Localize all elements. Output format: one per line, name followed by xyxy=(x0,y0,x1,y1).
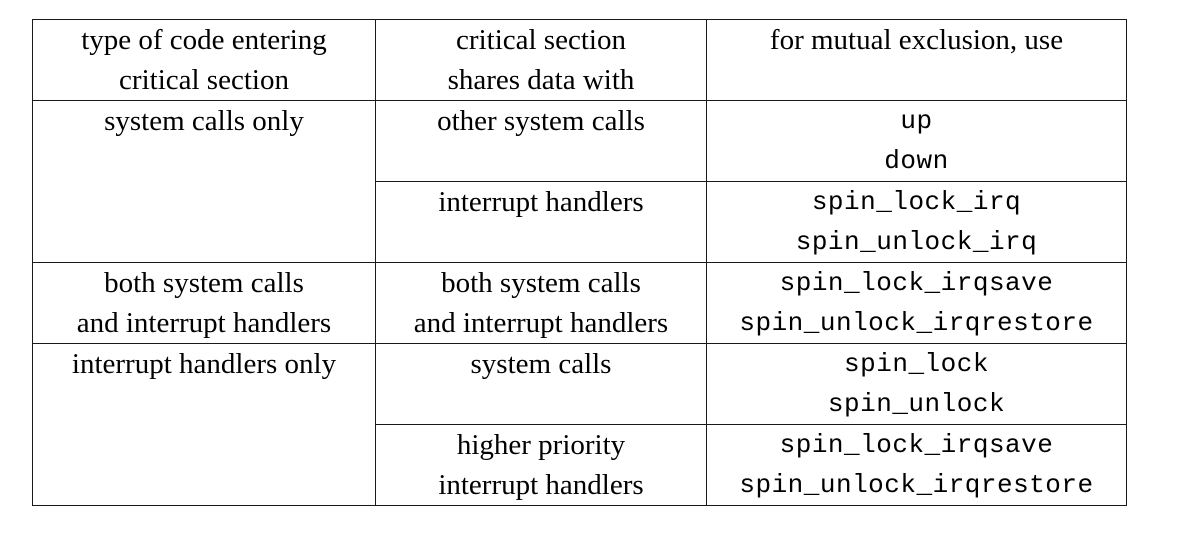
header-code-type-line-1: type of code entering xyxy=(81,24,327,56)
table-row: system calls only other system calls up … xyxy=(32,100,1127,263)
use-line: spin_unlock xyxy=(827,389,1006,419)
use-cell: spin_lock_irqsave spin_unlock_irqrestore xyxy=(706,424,1127,506)
entering-line: interrupt handlers only xyxy=(71,348,337,380)
use-cell: spin_lock_irq spin_unlock_irq xyxy=(706,181,1127,263)
entering-line: both system calls xyxy=(104,267,304,299)
shares-cell: system calls xyxy=(375,343,707,425)
entering-cell-system-calls-only: system calls only xyxy=(32,100,376,263)
shares-line: and interrupt handlers xyxy=(413,307,669,339)
entering-line: system calls only xyxy=(104,105,304,137)
shares-line: system calls xyxy=(470,348,612,380)
header-shares-data-line-1: critical section xyxy=(456,24,626,56)
header-shares-data-line-2: shares data with xyxy=(447,64,635,96)
entering-cell-both: both system calls and interrupt handlers xyxy=(32,262,376,344)
table-row: both system calls and interrupt handlers… xyxy=(32,262,1127,344)
use-line: down xyxy=(884,146,949,176)
use-line: spin_unlock_irq xyxy=(795,227,1038,257)
use-line: spin_lock xyxy=(844,349,989,379)
entering-line: and interrupt handlers xyxy=(76,307,332,339)
header-code-type: type of code entering critical section xyxy=(32,19,376,101)
shares-cell: other system calls xyxy=(375,100,707,182)
use-line: spin_unlock_irqrestore xyxy=(739,308,1094,338)
header-code-type-line-2: critical section xyxy=(119,64,289,96)
header-shares-data: critical section shares data with xyxy=(375,19,707,101)
use-line: up xyxy=(900,106,933,136)
use-line: spin_lock_irqsave xyxy=(779,268,1054,298)
shares-line: both system calls xyxy=(441,267,641,299)
shares-cell: interrupt handlers xyxy=(375,181,707,263)
shares-line: interrupt handlers xyxy=(438,469,644,501)
shares-line: other system calls xyxy=(437,105,645,137)
mutual-exclusion-table: type of code entering critical section c… xyxy=(32,19,1127,506)
use-line: spin_lock_irqsave xyxy=(779,430,1054,460)
use-cell: up down xyxy=(706,100,1127,182)
header-mutual-exclusion: for mutual exclusion, use xyxy=(706,19,1127,101)
shares-cell: both system calls and interrupt handlers xyxy=(375,262,707,344)
use-line: spin_unlock_irqrestore xyxy=(739,470,1094,500)
table-row: interrupt handlers spin_lock_irq spin_un… xyxy=(33,181,1127,263)
use-line: spin_lock_irq xyxy=(811,187,1022,217)
use-cell: spin_lock_irqsave spin_unlock_irqrestore xyxy=(706,262,1127,344)
table-row: higher priority interrupt handlers spin_… xyxy=(33,424,1127,506)
header-mutual-exclusion-line-1: for mutual exclusion, use xyxy=(769,24,1064,56)
shares-cell: higher priority interrupt handlers xyxy=(375,424,707,506)
shares-line: higher priority xyxy=(456,429,626,461)
use-cell: spin_lock spin_unlock xyxy=(706,343,1127,425)
table-row: interrupt handlers only system calls spi… xyxy=(32,343,1127,506)
header-row: type of code entering critical section c… xyxy=(32,19,1127,101)
entering-cell-interrupt-handlers-only: interrupt handlers only xyxy=(32,343,376,506)
shares-line: interrupt handlers xyxy=(438,186,644,218)
